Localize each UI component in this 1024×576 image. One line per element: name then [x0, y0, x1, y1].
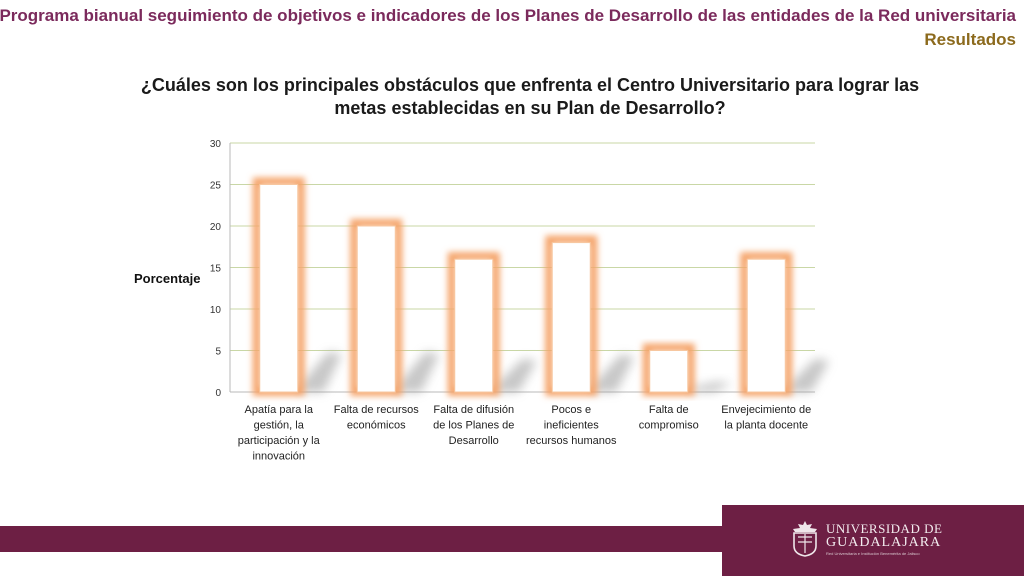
x-tick-label-4-line-1: Pocos e — [551, 404, 591, 416]
x-tick-label-1-line-2: gestión, la — [254, 420, 305, 432]
bar-2 — [356, 225, 396, 393]
x-tick-label-5: Falta de compromiso — [639, 404, 699, 432]
logo-tagline: Red Universitaria e Institución Beneméri… — [826, 551, 920, 556]
x-tick-label-2-line-2: económicos — [347, 420, 406, 432]
x-tick-label-5-line-2: compromiso — [639, 420, 699, 432]
x-tick-label-2: Falta de recursos económicos — [334, 404, 419, 432]
x-tick-label-1-line-4: innovación — [252, 451, 305, 463]
x-tick-label-1-line-3: participación y la — [238, 435, 321, 447]
logo-name-line-2: GUADALAJARA — [826, 535, 942, 550]
university-crest-icon — [793, 521, 817, 557]
header-subtitle: Resultados — [924, 30, 1016, 49]
y-tick-label-10: 10 — [210, 305, 222, 316]
x-tick-label-3-line-1: Falta de difusión — [433, 404, 514, 416]
bar-6 — [746, 258, 786, 393]
bar-4 — [551, 242, 591, 393]
x-tick-label-3-line-2: de los Planes de — [433, 420, 514, 432]
bar-3 — [454, 258, 494, 393]
bar-shadow-2 — [395, 352, 440, 392]
bar-shadow-1 — [297, 352, 342, 392]
header-title: Programa bianual seguimiento de objetivo… — [0, 6, 1016, 25]
bar-shadow-6 — [785, 358, 830, 392]
bar-chart: 0 5 10 15 20 25 30 Apatía para la gestión, la par… — [210, 139, 830, 463]
x-tick-label-6-line-2: la planta docente — [724, 420, 808, 432]
x-tick-label-4-line-3: recursos humanos — [526, 435, 617, 447]
y-tick-label-0: 0 — [215, 388, 221, 399]
x-tick-label-1: Apatía para la gestión, la participación y… — [238, 404, 321, 463]
footer-block — [722, 505, 1024, 576]
chart-title: ¿Cuáles son los principales obstáculos q… — [0, 74, 1024, 120]
x-tick-label-3-line-3: Desarrollo — [449, 435, 499, 447]
x-tick-label-4-line-2: ineficientes — [544, 420, 600, 432]
x-tick-label-1-line-1: Apatía para la — [245, 404, 314, 416]
bar-shadow-5 — [687, 381, 732, 392]
y-axis-label: Porcentaje — [134, 271, 201, 286]
bar-5 — [649, 350, 689, 393]
footer-band — [0, 526, 722, 552]
x-tick-label-2-line-1: Falta de recursos — [334, 404, 419, 416]
chart-title-line-1: ¿Cuáles son los principales obstáculos q… — [140, 75, 920, 95]
y-tick-label-15: 15 — [210, 264, 222, 275]
bar-shadow-3 — [492, 358, 537, 392]
y-tick-label-30: 30 — [210, 139, 222, 150]
bar-1 — [259, 184, 299, 393]
logo-name-line-1: UNIVERSIDAD DE — [826, 521, 943, 536]
x-tick-label-6: Envejecimiento de la planta docente — [721, 404, 811, 432]
x-tick-label-6-line-1: Envejecimiento de — [721, 404, 811, 416]
y-tick-label-20: 20 — [210, 222, 222, 233]
x-tick-label-5-line-1: Falta de — [649, 404, 689, 416]
bar-shadow-4 — [590, 354, 635, 392]
y-tick-label-25: 25 — [210, 181, 222, 192]
x-tick-label-4: Pocos e ineficientes recursos humanos — [526, 404, 617, 447]
y-tick-label-5: 5 — [215, 347, 221, 358]
x-tick-label-3: Falta de difusión de los Planes de Desarro… — [433, 404, 514, 447]
university-logo[interactable]: UNIVERSIDAD DE GUADALAJARA Red Universit… — [790, 518, 942, 558]
chart-title-line-2: metas establecidas en su Plan de Desarro… — [334, 98, 726, 118]
